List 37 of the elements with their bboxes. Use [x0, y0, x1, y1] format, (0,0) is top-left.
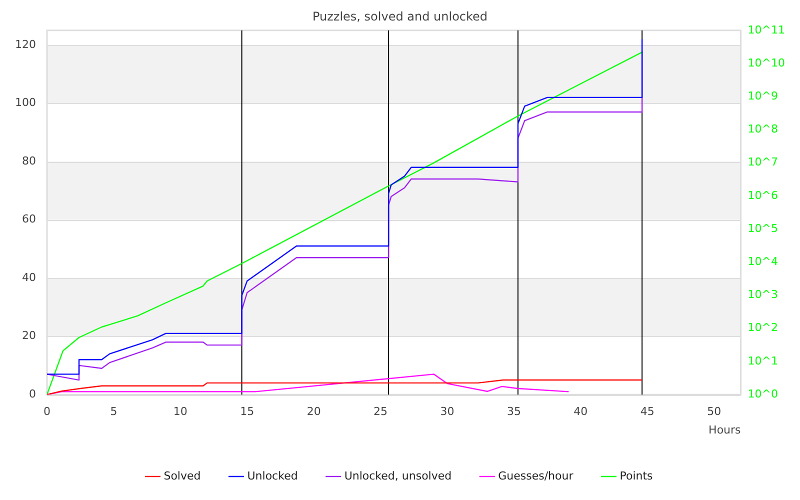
y2-tick-label: 10^4: [748, 255, 778, 268]
x-tick-label: 25: [374, 405, 388, 418]
x-tick-label: 5: [110, 405, 118, 418]
x-tick-label: 40: [574, 405, 588, 418]
y2-tick-label: 10^10: [748, 56, 786, 70]
y2-tick-label: 10^6: [748, 188, 778, 202]
y2-tick-label: 10^11: [748, 23, 786, 36]
chart-title: Puzzles, solved and unlocked: [312, 9, 488, 24]
y-tick-label: 80: [22, 154, 36, 168]
y2-tick-label: 10^7: [748, 156, 778, 169]
x-tick-label: 10: [173, 405, 188, 418]
legend-label: Points: [620, 469, 654, 482]
y-tick-label: 100: [14, 96, 36, 110]
legend-label: Solved: [164, 469, 201, 482]
y2-tick-label: 10^1: [748, 354, 778, 368]
legend-label: Guesses/hour: [498, 469, 574, 482]
y2-tick-label: 10^0: [748, 387, 778, 400]
x-tick-label: 50: [707, 405, 722, 418]
y-tick-label: 20: [22, 329, 36, 342]
y2-tick-label: 10^2: [748, 321, 778, 334]
y-tick-label: 60: [22, 212, 36, 226]
x-axis-title: Hours: [708, 423, 742, 436]
y2-tick-label: 10^5: [748, 222, 778, 235]
y2-tick-label: 10^3: [748, 288, 778, 302]
y-tick-label: 120: [14, 38, 36, 51]
y-tick-label: 40: [22, 270, 36, 284]
x-tick-label: 15: [240, 405, 254, 418]
legend-label: Unlocked: [247, 469, 298, 482]
x-tick-label: 0: [43, 405, 50, 418]
x-tick-label: 45: [640, 405, 654, 418]
y2-tick-label: 10^8: [748, 122, 778, 136]
x-tick-label: 35: [506, 405, 521, 418]
legend-label: Unlocked, unsolved: [344, 469, 452, 482]
y2-tick-label: 10^9: [748, 89, 778, 102]
x-tick-label: 20: [306, 405, 321, 418]
x-tick-label: 30: [440, 405, 454, 418]
y-tick-label: 0: [28, 387, 36, 400]
